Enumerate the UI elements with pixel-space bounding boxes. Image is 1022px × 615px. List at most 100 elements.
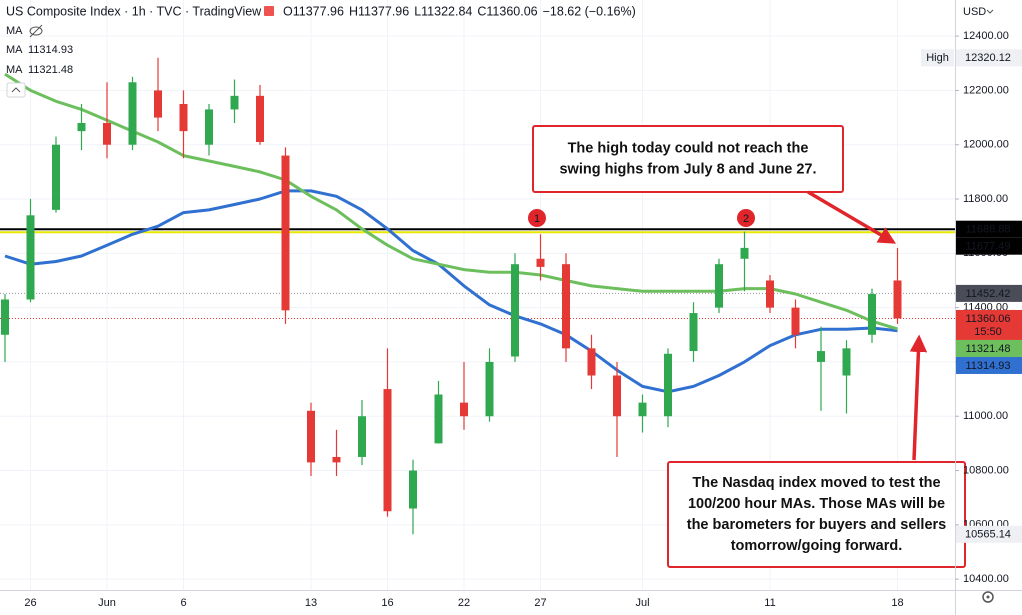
chart-title: US Composite Index · 1h · TVC · TradingV… [6,4,262,18]
y-tick-label: 10400.00 [963,573,1009,585]
candle-body [128,82,137,145]
annotation-text: 100/200 hour MAs. Those MAs will be [688,496,945,512]
candle-body [77,122,86,132]
price-badge-label: 11360.06 [965,313,1010,325]
high-tag [921,49,954,67]
annotation-text: the barometers for buyers and sellers [687,517,947,533]
legend-value: 11321.48 [28,64,73,76]
candle-body [256,95,264,143]
x-tick-label: 26 [24,597,36,609]
annotation-box [532,125,844,193]
candle-body [179,103,188,132]
x-tick-label: 18 [891,597,903,609]
x-tick-label: 27 [534,597,546,609]
hidden-indicator[interactable]: MA [6,25,23,37]
swing-marker [528,209,546,227]
ohlc-value: 11377.96 [358,4,409,18]
swing-marker-label: 1 [534,213,540,225]
countdown: 15:50 [974,326,1002,338]
ohlc-value: 11322.84 [421,4,472,18]
ohlc-change: −18.62 (−0.16%) [543,4,636,18]
candle-body [230,95,239,110]
price-badge-label: 10565.14 [965,529,1011,541]
x-tick-label: 6 [180,597,186,609]
ohlc-value: 11377.96 [293,4,344,18]
legend-name: MA [6,64,23,76]
candle-body [103,122,111,145]
annotation-arrow [909,334,928,461]
candle-body [358,416,366,457]
candle-body [842,348,851,376]
price-badge [956,284,1022,302]
candle-body [409,470,417,509]
price-badge-label: 11314.93 [965,360,1010,372]
y-tick-label: 12400.00 [963,30,1009,42]
ohlc-label: C [477,4,486,18]
candle-body [154,90,162,118]
candle-body [511,264,519,357]
ohlc-label: O [283,4,293,18]
x-tick-label: 11 [764,597,775,609]
y-tick-label: 10800.00 [963,464,1009,476]
legend-name: MA [6,44,23,56]
axes: 10400.0010600.0010800.0011000.0011200.00… [24,30,1022,609]
price-badge [956,237,1022,255]
price-badge [956,525,1022,543]
candle-body [715,264,723,308]
ohlc-label: L [414,4,421,18]
annotation-box [667,461,966,568]
x-tick-label: 13 [305,597,317,609]
y-tick-label: 11000.00 [963,410,1008,422]
price-badge [956,309,1022,340]
ohlc-label: H [349,4,358,18]
y-tick-label: 11800.00 [963,193,1008,205]
candle-body [740,247,749,259]
candle-body [307,410,315,463]
candle-body [562,264,570,349]
candle-body [52,144,60,210]
candle-body [766,280,774,308]
candle-body [817,351,825,362]
annotation-text: The high today could not reach the [568,140,809,156]
price-badge-label: 11321.48 [965,343,1010,355]
price-badge-label: 11452.42 [965,288,1010,300]
swing-marker [737,209,755,227]
y-tick-label: 12200.00 [963,84,1009,96]
candle-body [791,307,800,335]
candle-body [205,109,213,145]
candle-body [536,258,545,267]
candle-body [332,456,341,463]
candle-body [868,294,876,335]
x-tick-label: 16 [381,597,393,609]
moving-average-line [4,189,898,394]
currency[interactable]: USD [963,6,986,18]
settings-icon[interactable] [982,591,994,603]
annotation-text: tomorrow/going forward. [731,538,903,554]
collapse-caret [11,87,21,93]
moving-average-line [4,72,898,331]
candle-body [638,402,647,417]
eye-slash-icon[interactable] [29,24,43,38]
x-tick-label: 22 [458,597,470,609]
currency-caret [986,9,994,14]
candle-body [26,215,35,300]
candle-body [485,361,494,417]
collapse-legend-button[interactable] [6,82,26,98]
candle-body [664,353,672,417]
candle-body [281,155,290,311]
plot [0,57,955,535]
annotation-arrow [807,190,897,244]
swing-marker-label: 2 [743,213,749,225]
market-status-icon[interactable] [264,6,274,16]
legend-value: 11314.93 [28,44,73,56]
ohlc-value: 11360.06 [486,4,537,18]
candle-body [460,402,468,417]
x-tick-label: Jul [635,597,649,609]
candle-body [689,313,698,352]
annotation-text: The Nasdaq index moved to test the [692,475,940,491]
overlay: The high today could not reach the swing … [528,125,966,568]
x-tick-label: Jun [98,597,116,609]
candle-body [434,394,443,444]
price-badge-label: 12320.12 [965,52,1011,64]
